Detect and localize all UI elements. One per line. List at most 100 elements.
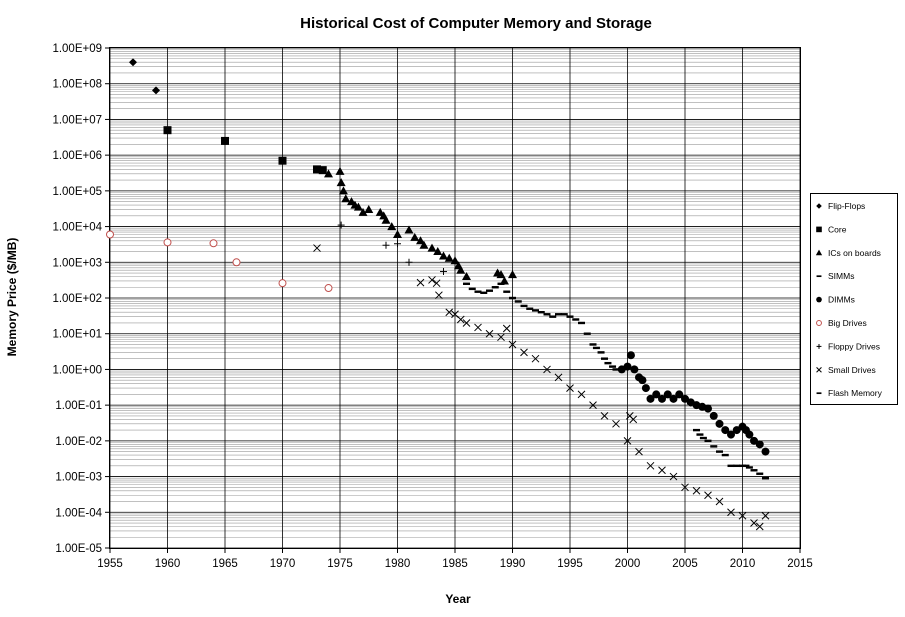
small-drives-point-b [577, 390, 586, 399]
legend-marker-flash-memory [816, 392, 822, 395]
simms-point [604, 361, 612, 365]
small-drives-point [497, 333, 505, 342]
y-tick-label: 1.00E+00 [52, 364, 102, 376]
ics-on-boards-point [341, 194, 351, 203]
grid-lines [109, 47, 801, 549]
legend-marker-big-drives [816, 320, 822, 326]
ics-on-boards-point [353, 202, 363, 211]
ics-on-boards-point [410, 232, 420, 241]
legend-label-core: Core [828, 224, 847, 234]
dimms-point [681, 394, 689, 403]
simms-point [526, 307, 534, 310]
ics-on-boards-point [324, 169, 333, 178]
small-drives-point [704, 491, 712, 500]
small-drives-point [577, 390, 586, 399]
ics-on-boards-point [364, 205, 374, 214]
ics-on-boards-point [427, 243, 437, 252]
ics-on-boards-point [358, 207, 368, 216]
x-tick-label: 2000 [615, 558, 641, 570]
ics-on-boards-point [404, 225, 414, 234]
dimms-point [727, 430, 735, 439]
dimms-point [675, 390, 684, 399]
small-drives-point [646, 461, 655, 470]
x-tick-label: 2005 [672, 558, 698, 570]
dimms-point [646, 394, 655, 403]
small-drives-point [589, 401, 597, 409]
legend-marker-dimms [816, 296, 822, 303]
small-drives-point-b [738, 511, 747, 520]
small-drives-point-b [715, 497, 724, 506]
small-drives-point [612, 419, 620, 428]
small-drives-point [502, 324, 511, 333]
big-drives-point [278, 279, 287, 288]
small-drives-point-b [692, 486, 701, 495]
x-tick-label: 1975 [327, 558, 353, 570]
simms-point [566, 315, 574, 318]
small-drives-point-b [589, 401, 597, 409]
flash-memory-point [762, 477, 769, 480]
core-point [221, 136, 229, 145]
small-drives-point [543, 365, 551, 374]
big-drives-point [232, 258, 241, 267]
small-drives-point-b [502, 324, 511, 333]
small-drives-point-b [497, 333, 505, 342]
simms-point [609, 365, 617, 368]
dimms-point [732, 426, 741, 435]
small-drives-point-b [531, 354, 540, 363]
small-drives-point-b [750, 519, 758, 527]
small-drives-point [520, 348, 528, 357]
x-tick-label: 1965 [212, 558, 238, 570]
small-drives-point-b [658, 466, 666, 475]
small-drives-point [485, 329, 494, 338]
ics-on-boards-point [381, 215, 391, 224]
simms-point [555, 313, 562, 316]
small-drives-point-b [456, 315, 465, 324]
small-drives-point-b [416, 278, 425, 287]
dimms-point [663, 390, 672, 399]
dimms-point [658, 394, 666, 403]
flash-memory-point [716, 450, 723, 453]
simms-point [560, 313, 568, 316]
y-tick-label: 1.00E-02 [55, 436, 102, 448]
small-drives-point [554, 373, 563, 382]
simms-point [583, 332, 591, 335]
small-drives-point-b [761, 511, 770, 520]
dimms-point [623, 362, 632, 371]
small-drives-point-b [485, 329, 494, 338]
simms-point [597, 351, 605, 354]
dimms-point [704, 404, 712, 413]
small-drives-point [635, 447, 643, 456]
big-drives-point [324, 284, 333, 293]
dimms-point [641, 384, 650, 393]
ics-on-boards-point [444, 253, 454, 262]
chart-title: Historical Cost of Computer Memory and S… [300, 15, 652, 32]
big-drives-point [106, 230, 114, 239]
y-axis-title: Memory Price ($/MB) [5, 238, 19, 357]
flash-memory-point [742, 464, 750, 468]
flash-memory-point [721, 453, 729, 457]
simms-point [509, 296, 516, 300]
legend-label-big-drives: Big Drives [828, 318, 867, 328]
small-drives-point-b [554, 373, 563, 382]
simms-point [503, 290, 511, 293]
simms-point [578, 321, 585, 325]
small-drives-point [658, 466, 666, 475]
ics-on-boards-point [419, 240, 429, 249]
simms-point [480, 291, 488, 294]
big-drives-point [209, 239, 218, 248]
flash-memory-point [699, 436, 707, 440]
x-tick-label: 1985 [442, 558, 468, 570]
legend-label-flash-memory: Flash Memory [828, 388, 883, 398]
small-drives-point-b [755, 522, 764, 531]
x-tick-label: 1995 [557, 558, 583, 570]
small-drives-point [623, 437, 632, 445]
small-drives-point-b [566, 384, 574, 392]
small-drives-point-b [432, 279, 441, 288]
x-tick-label: 1955 [97, 558, 123, 570]
core-point [313, 165, 321, 174]
floppy-drives-point [405, 258, 413, 266]
small-drives-point [727, 508, 735, 517]
flash-memory-point [733, 464, 741, 468]
small-drives-point [629, 415, 638, 424]
legend-marker-floppy-drives [816, 343, 822, 349]
